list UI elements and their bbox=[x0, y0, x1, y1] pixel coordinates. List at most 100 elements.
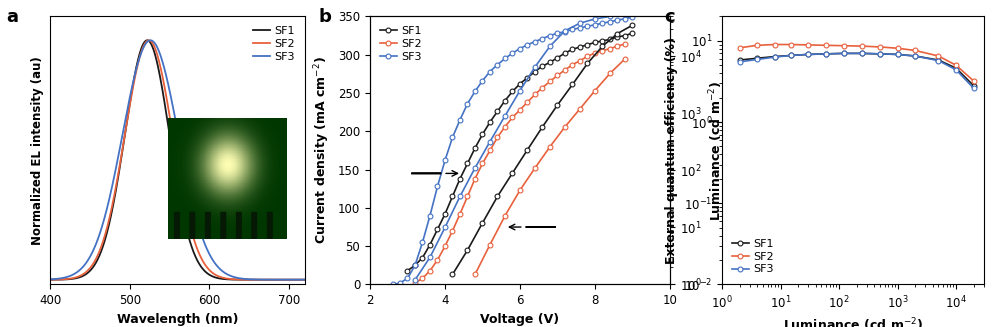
Y-axis label: Luminance (cd m$^{-2}$): Luminance (cd m$^{-2}$) bbox=[707, 80, 725, 220]
SF1 bbox=[401, 269, 414, 273]
SF1 bbox=[820, 52, 832, 56]
SF3 bbox=[245, 277, 257, 281]
SF2 bbox=[506, 115, 518, 119]
SF2 bbox=[950, 63, 962, 67]
SF1 bbox=[446, 195, 458, 198]
Line: SF3: SF3 bbox=[390, 15, 635, 287]
SF2 bbox=[544, 79, 556, 83]
SF1 bbox=[454, 177, 466, 181]
SF3 bbox=[424, 214, 436, 217]
SF3 bbox=[892, 52, 904, 56]
SF1 bbox=[874, 52, 886, 56]
Y-axis label: Normalized EL intensity (au): Normalized EL intensity (au) bbox=[31, 56, 44, 245]
SF1 bbox=[932, 58, 944, 62]
SF2 bbox=[751, 43, 763, 47]
SF3 bbox=[802, 52, 814, 56]
SF3 bbox=[785, 54, 797, 58]
SF1 bbox=[461, 162, 473, 165]
SF1 bbox=[950, 66, 962, 70]
SF1 bbox=[604, 37, 616, 41]
SF2 bbox=[484, 148, 496, 152]
SF1 bbox=[292, 278, 304, 282]
SF3 bbox=[626, 15, 638, 19]
SF1 bbox=[909, 54, 921, 58]
SF3 bbox=[168, 111, 180, 115]
SF1 bbox=[424, 243, 436, 247]
SF3 bbox=[566, 27, 578, 31]
SF3 bbox=[44, 277, 56, 281]
SF3 bbox=[491, 63, 503, 67]
SF2 bbox=[514, 108, 526, 112]
SF3 bbox=[604, 20, 616, 24]
SF3 bbox=[559, 30, 571, 34]
SF3 bbox=[57, 276, 69, 280]
SF2 bbox=[476, 162, 488, 165]
SF2 bbox=[802, 43, 814, 47]
SF2 bbox=[604, 46, 616, 50]
SF1 bbox=[484, 120, 496, 124]
SF1 bbox=[409, 263, 421, 267]
Legend: SF1, SF2, SF3: SF1, SF2, SF3 bbox=[728, 234, 778, 279]
SF2 bbox=[454, 212, 466, 216]
SF3 bbox=[611, 18, 624, 22]
SF3 bbox=[161, 79, 173, 83]
SF1 bbox=[574, 45, 586, 49]
Line: SF3: SF3 bbox=[50, 40, 305, 280]
SF2 bbox=[461, 195, 473, 198]
SF3 bbox=[551, 31, 563, 35]
SF3 bbox=[932, 59, 944, 62]
SF2 bbox=[143, 38, 155, 42]
Legend: SF1, SF2, SF3: SF1, SF2, SF3 bbox=[376, 22, 426, 66]
SF1 bbox=[838, 51, 850, 55]
SF2 bbox=[292, 278, 304, 282]
SF2 bbox=[785, 43, 797, 46]
SF1 bbox=[521, 76, 533, 79]
SF3 bbox=[521, 43, 533, 47]
SF1 bbox=[168, 162, 180, 166]
SF1 bbox=[44, 278, 56, 282]
SF2 bbox=[424, 269, 436, 273]
SF2 bbox=[439, 244, 451, 248]
SF1 bbox=[141, 38, 153, 42]
SF1 bbox=[626, 31, 638, 35]
Line: SF1: SF1 bbox=[405, 31, 635, 273]
SF1 bbox=[751, 56, 763, 60]
SF3 bbox=[544, 34, 556, 38]
SF3 bbox=[734, 60, 746, 64]
SF2 bbox=[968, 79, 980, 83]
SF1 bbox=[785, 54, 797, 58]
SF3 bbox=[446, 135, 458, 139]
SF2 bbox=[499, 125, 511, 129]
SF2 bbox=[161, 100, 173, 104]
SF1 bbox=[161, 118, 173, 122]
SF3 bbox=[394, 281, 406, 285]
SF2 bbox=[574, 59, 586, 63]
Line: SF1: SF1 bbox=[737, 51, 976, 88]
SF1 bbox=[611, 35, 624, 39]
SF3 bbox=[454, 118, 466, 122]
SF2 bbox=[856, 44, 868, 48]
SF3 bbox=[431, 184, 443, 188]
SF2 bbox=[596, 49, 608, 53]
SF2 bbox=[734, 46, 746, 50]
SF1 bbox=[536, 64, 548, 68]
SF2 bbox=[431, 258, 443, 262]
SF2 bbox=[559, 68, 571, 72]
SF3 bbox=[838, 51, 850, 55]
Line: SF2: SF2 bbox=[737, 42, 976, 83]
SF2 bbox=[409, 281, 421, 285]
X-axis label: Wavelength (nm): Wavelength (nm) bbox=[117, 313, 238, 326]
SF1 bbox=[551, 56, 563, 60]
SF1 bbox=[589, 41, 601, 44]
SF3 bbox=[292, 278, 304, 282]
SF1 bbox=[514, 82, 526, 86]
SF1 bbox=[245, 278, 257, 282]
SF3 bbox=[144, 38, 156, 42]
SF3 bbox=[574, 26, 586, 30]
SF1 bbox=[416, 256, 428, 260]
SF3 bbox=[856, 51, 868, 55]
SF2 bbox=[521, 100, 533, 104]
SF1 bbox=[299, 278, 311, 282]
SF1 bbox=[581, 43, 593, 47]
SF3 bbox=[386, 283, 398, 286]
